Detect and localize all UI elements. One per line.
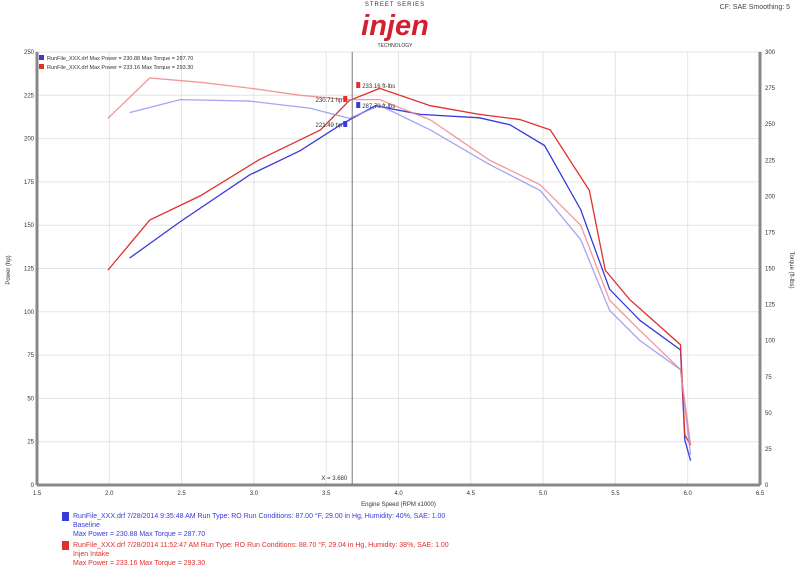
run-info-blue: RunFile_XXX.drf 7/28/2014 9:35:48 AM Run… [62,512,449,539]
cursor-annotation: 221.49 hp [316,123,343,129]
x-tick-label: 2.5 [177,491,186,497]
y-tick-label: 100 [24,310,35,316]
x-tick-label: 5.0 [539,491,548,497]
y-tick-label: 175 [24,180,35,186]
cursor-marker [343,96,348,102]
x-tick-label: 3.5 [322,491,331,497]
y2-tick-label: 75 [765,375,772,381]
y2-tick-label: 275 [765,86,776,92]
x-tick-label: 5.5 [611,491,620,497]
y-tick-label: 225 [24,93,35,99]
y-axis-label: Power (hp) [6,255,12,284]
y2-tick-label: 0 [765,483,769,489]
x-tick-label: 6.0 [684,491,693,497]
y2-axis-label: Torque (ft-lbs) [788,251,794,288]
legend-swatch [39,55,44,60]
run-max: Max Power = 230.88 Max Torque = 287.70 [73,531,206,538]
y2-tick-label: 225 [765,158,776,164]
legend-entry: RunFile_XXX.drf Max Power = 230.88 Max T… [47,56,193,62]
legend-entry: RunFile_XXX.drf Max Power = 233.16 Max T… [47,65,193,71]
x-tick-label: 4.5 [467,491,476,497]
series-line-1 [107,87,692,446]
x-tick-label: 3.0 [250,491,259,497]
cursor-annotation: 287.70 ft-lbs [362,104,395,110]
x-tick-label: 1.5 [33,491,42,497]
y-tick-label: 125 [24,267,35,273]
y2-tick-label: 125 [765,303,776,309]
y-tick-label: 50 [27,396,34,402]
red-swatch[interactable] [62,541,69,550]
y2-tick-label: 250 [765,122,776,128]
dyno-plot: 1.5 2.0 2.5 3.0 3.5 4.0 4.5 5.0 5.5 6.0 6.50255075… [6,50,794,508]
series-line-2 [129,98,692,455]
y2-tick-label: 50 [765,411,772,417]
x-tick-label: 2.0 [105,491,114,497]
run-name: Baseline [73,522,100,529]
y2-tick-label: 300 [765,50,776,56]
y2-tick-label: 175 [765,230,776,236]
run-name: Injen Intake [73,551,110,558]
cursor-marker [343,121,348,127]
cursor-label: X = 3.680 [321,476,348,482]
run-info: RunFile_XXX.drf 7/28/2014 9:35:48 AM Run… [62,512,449,568]
run-max: Max Power = 233.16 Max Torque = 293.30 [73,560,206,567]
x-tick-label: 6.5 [756,491,765,497]
run-line: RunFile_XXX.drf 7/28/2014 9:35:48 AM Run… [73,513,446,520]
y2-tick-label: 150 [765,267,776,273]
legend-swatch [39,64,44,69]
y-tick-label: 150 [24,223,35,229]
y2-tick-label: 100 [765,339,776,345]
cursor-marker [356,82,361,88]
y-tick-label: 0 [31,483,35,489]
cursor-marker [356,102,361,108]
y-tick-label: 200 [24,137,35,143]
x-tick-label: 4.0 [394,491,403,497]
injen-logo: STREET SERIES injen TECHNOLOGY [340,1,450,50]
y-tick-label: 250 [24,50,35,56]
y2-tick-label: 25 [765,447,772,453]
series-line-0 [129,105,692,461]
run-info-red: RunFile_XXX.drf 7/28/2014 11:52:47 AM Ru… [62,541,449,568]
y-tick-label: 25 [27,440,34,446]
logo-tagline: STREET SERIES [364,2,426,8]
series-line-3 [107,77,692,445]
run-line: RunFile_XXX.drf 7/28/2014 11:52:47 AM Ru… [73,542,449,549]
blue-swatch[interactable] [62,512,69,521]
logo-text: injen [361,10,429,42]
cursor-annotation: 233.16 ft-lbs [362,84,395,90]
logo-sub: TECHNOLOGY [377,43,413,49]
cursor-annotation: 230.71 hp [316,98,343,104]
y-tick-label: 75 [27,353,34,359]
y2-tick-label: 200 [765,194,776,200]
settings-label: CF: SAE Smoothing: 5 [719,4,790,11]
x-axis-label: Engine Speed (RPM x1000) [361,502,436,508]
